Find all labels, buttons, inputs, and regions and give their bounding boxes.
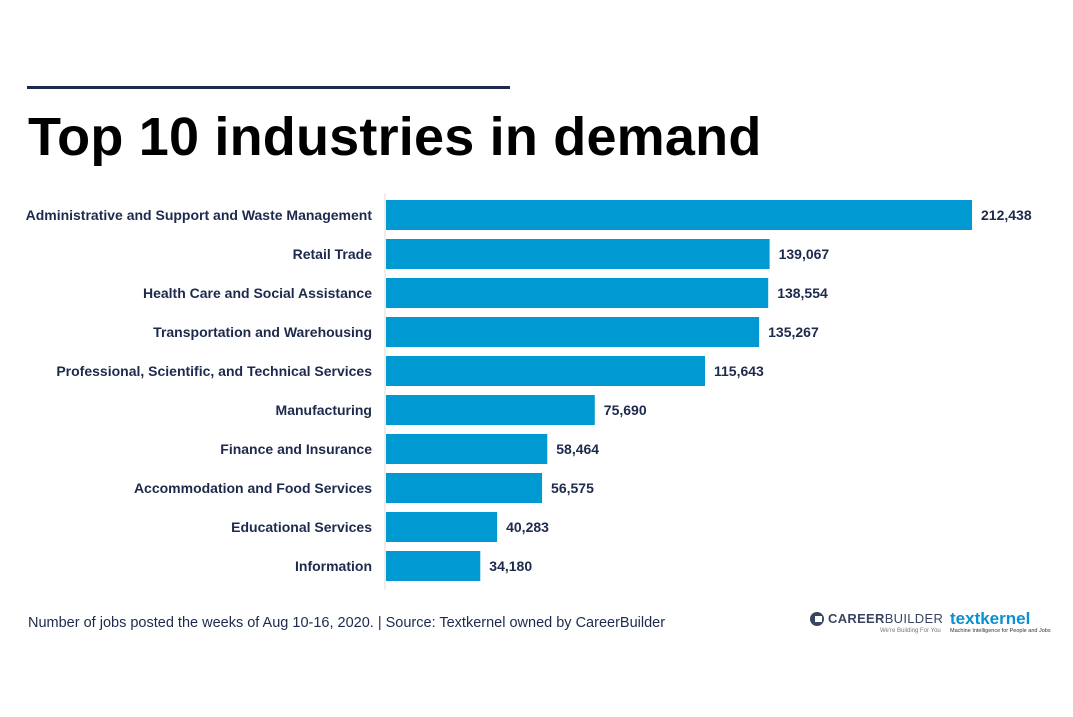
bar xyxy=(386,395,595,425)
value-label: 139,067 xyxy=(779,246,830,262)
category-label: Transportation and Warehousing xyxy=(153,324,372,340)
bar xyxy=(386,434,548,464)
textkernel-tagline: Machine Intelligence for People and Jobs xyxy=(950,628,1051,634)
bar xyxy=(386,473,543,503)
value-label: 56,575 xyxy=(551,480,594,496)
bar xyxy=(386,512,498,542)
value-label: 115,643 xyxy=(714,363,764,379)
textkernel-logo: textkernel Machine Intelligence for Peop… xyxy=(950,610,1051,634)
careerbuilder-mark-icon xyxy=(810,612,824,626)
careerbuilder-wordmark: CAREERBUILDER xyxy=(828,611,943,626)
value-label: 212,438 xyxy=(981,207,1032,223)
bar xyxy=(386,551,481,581)
textkernel-wordmark: textkernel xyxy=(950,609,1031,628)
value-label: 138,554 xyxy=(777,285,828,301)
category-label: Health Care and Social Assistance xyxy=(143,285,372,301)
category-label: Finance and Insurance xyxy=(220,441,372,457)
source-footnote: Number of jobs posted the weeks of Aug 1… xyxy=(28,615,666,631)
title-rule xyxy=(27,86,510,89)
category-label: Professional, Scientific, and Technical … xyxy=(56,363,372,379)
careerbuilder-wordmark-bold: CAREER xyxy=(828,611,885,626)
category-label: Manufacturing xyxy=(276,402,372,418)
category-label: Information xyxy=(295,558,372,574)
value-label: 135,267 xyxy=(768,324,819,340)
careerbuilder-wordmark-light: BUILDER xyxy=(884,611,944,626)
bar xyxy=(386,200,972,230)
logos: CAREERBUILDER We're Building For You tex… xyxy=(808,610,1051,640)
category-label: Retail Trade xyxy=(293,246,373,262)
value-label: 75,690 xyxy=(604,402,647,418)
category-label: Administrative and Support and Waste Man… xyxy=(26,207,373,223)
category-label: Accommodation and Food Services xyxy=(134,480,372,496)
bar xyxy=(386,356,705,386)
value-label: 34,180 xyxy=(489,558,532,574)
bar xyxy=(386,239,770,269)
careerbuilder-tagline: We're Building For You xyxy=(880,628,941,634)
bar xyxy=(386,317,760,347)
category-label: Educational Services xyxy=(231,519,372,535)
chart-title: Top 10 industries in demand xyxy=(28,107,762,167)
value-label: 58,464 xyxy=(556,441,599,457)
bar xyxy=(386,278,769,308)
value-label: 40,283 xyxy=(506,519,549,535)
